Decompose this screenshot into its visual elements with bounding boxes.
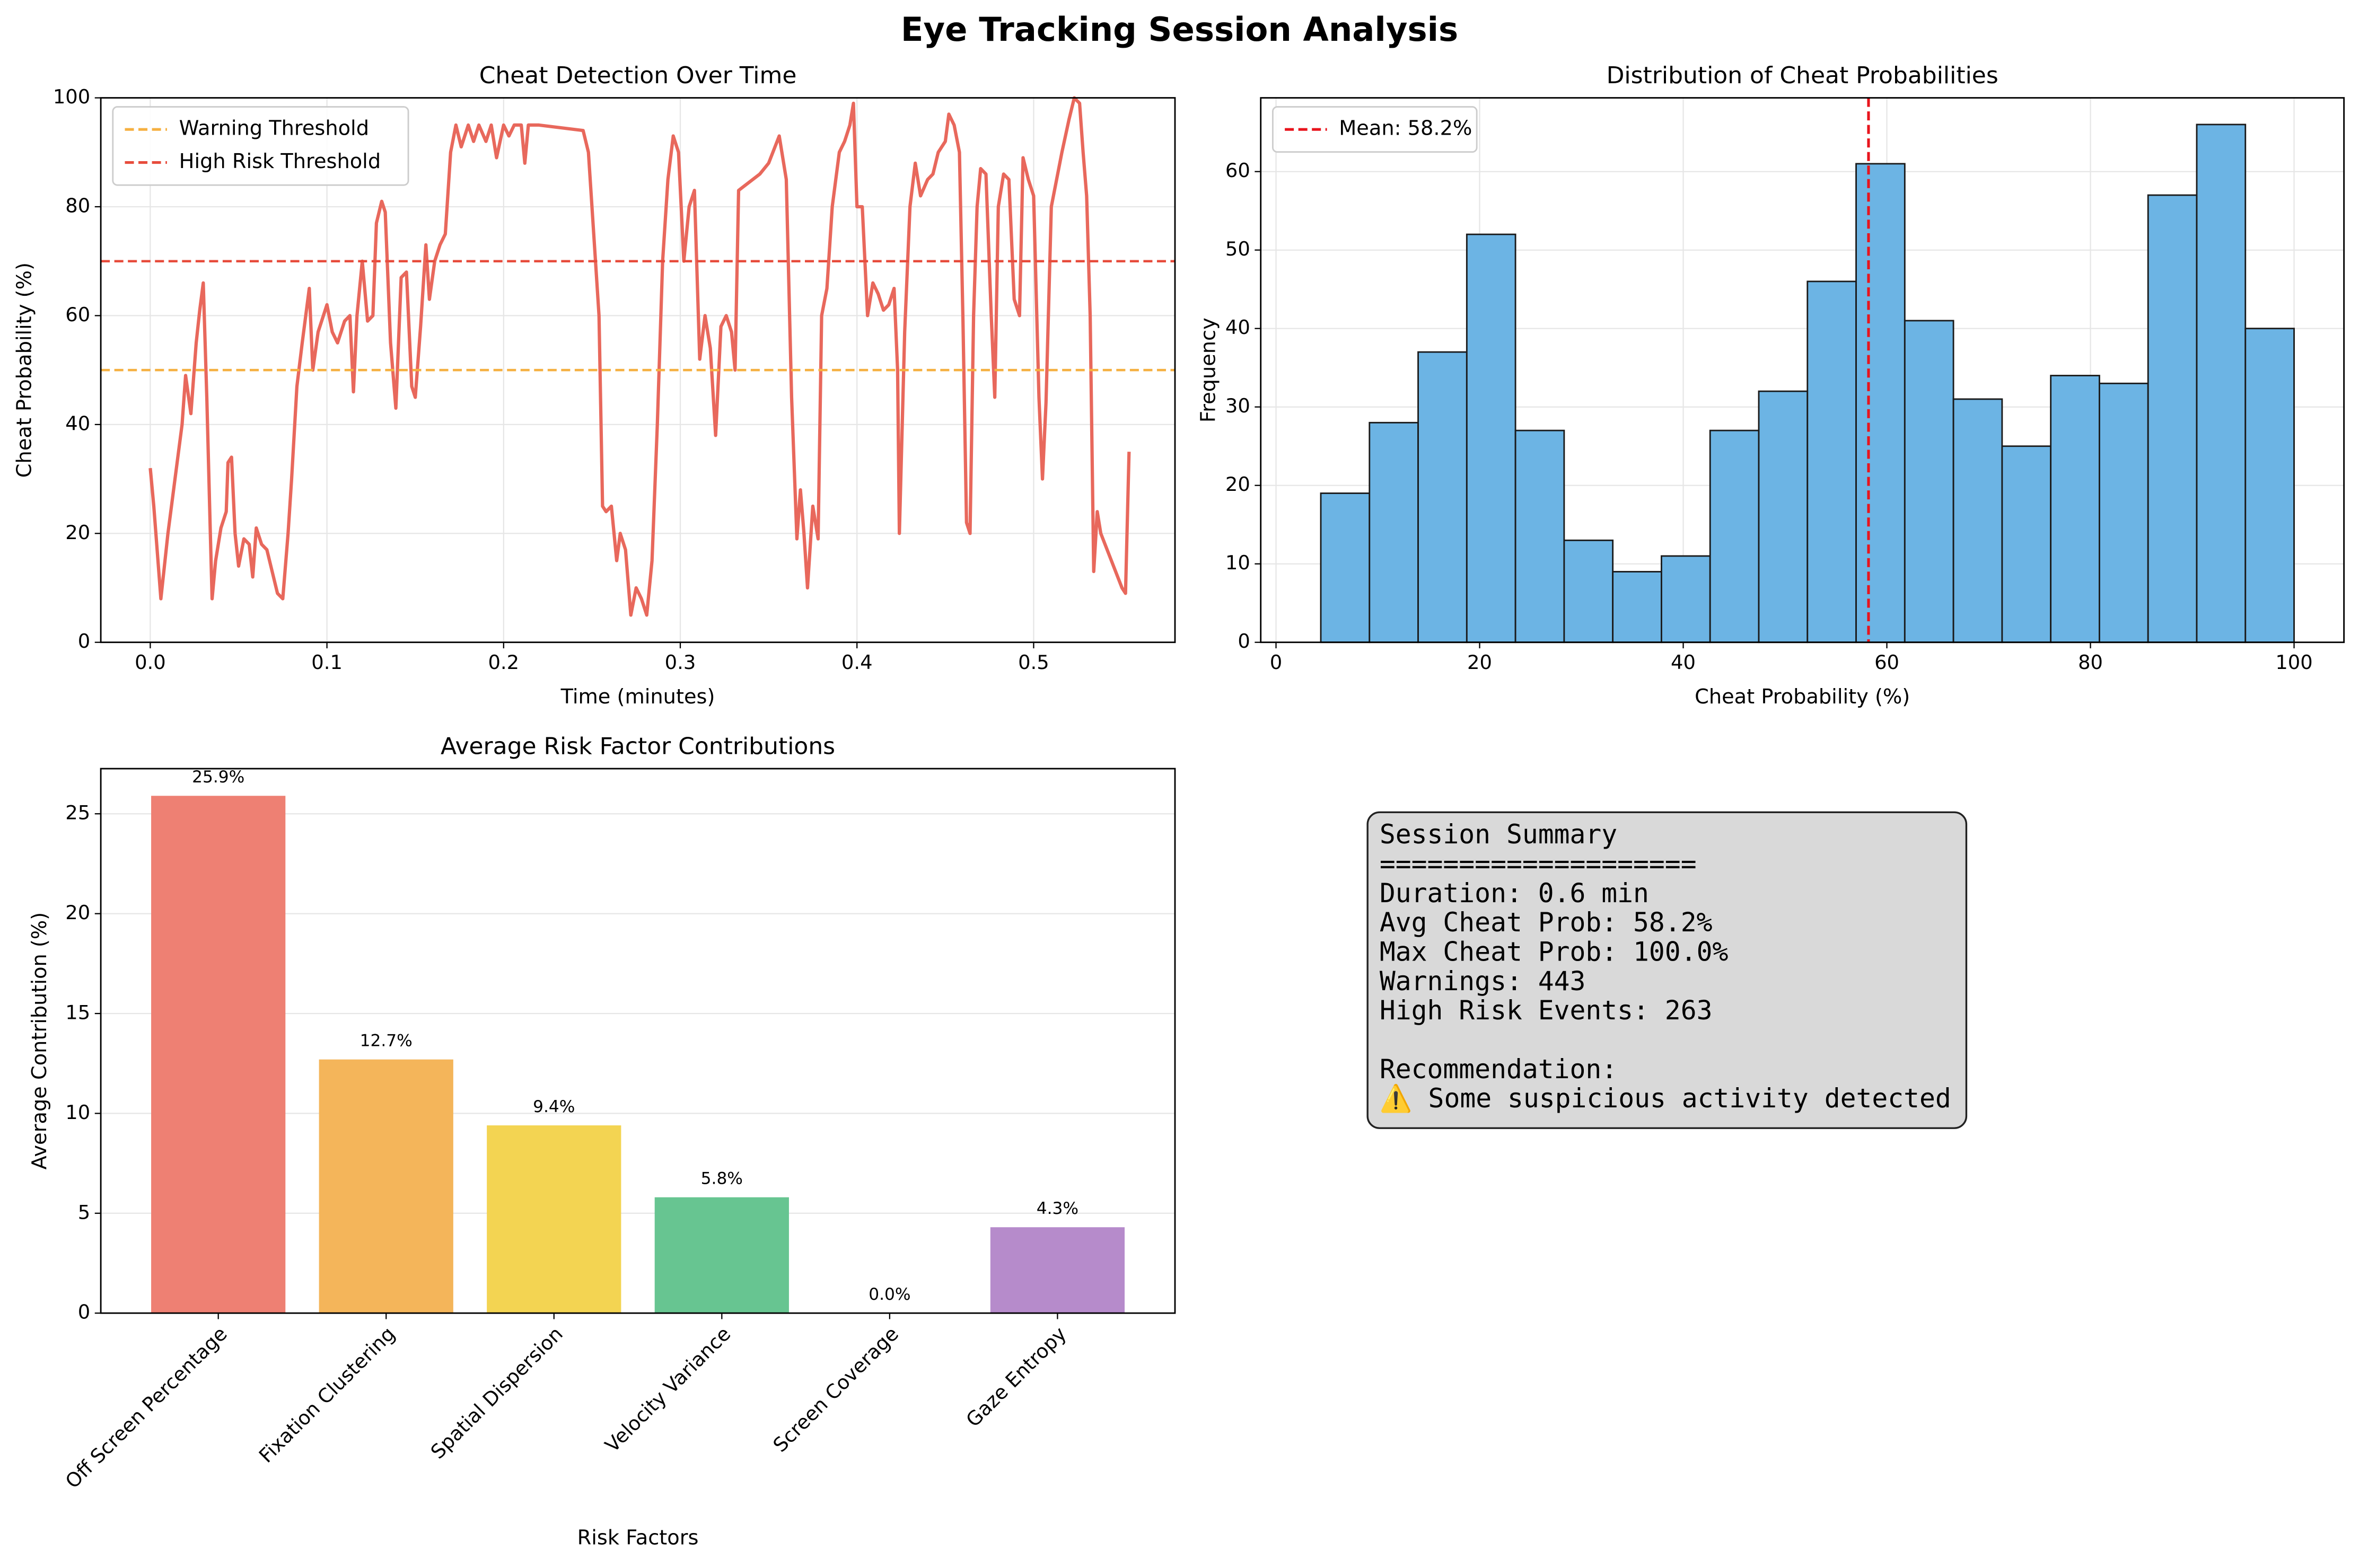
x-tick-label: 0	[1270, 651, 1282, 674]
bar	[319, 1059, 453, 1314]
summary-text: ====================	[1380, 849, 1697, 879]
summary-box	[1366, 811, 1968, 1129]
histogram-bar	[1514, 429, 1565, 644]
histogram-bar	[1855, 163, 1906, 644]
chart-title: Distribution of Cheat Probabilities	[1607, 62, 1998, 89]
histogram-bar	[1661, 555, 1711, 644]
bar	[151, 796, 286, 1314]
histogram-bar	[2244, 328, 2295, 644]
legend-box	[1271, 106, 1478, 153]
figure-title: Eye Tracking Session Analysis	[901, 10, 1458, 49]
histogram-bar	[1758, 390, 1809, 644]
histogram-bar	[1417, 351, 1468, 644]
chart-title: Average Risk Factor Contributions	[441, 733, 835, 760]
histogram-bar	[1806, 280, 1857, 644]
x-tick-label: 0.4	[841, 651, 873, 674]
histogram-bar	[2147, 194, 2198, 644]
histogram-bar	[1369, 421, 1419, 644]
value-label: 9.4%	[533, 1097, 575, 1116]
x-tick-label: 0.3	[665, 651, 696, 674]
summary-text: Session Summary	[1380, 819, 1617, 850]
y-tick-label: 15	[65, 1001, 90, 1024]
y-tick-label: 100	[53, 85, 90, 108]
histogram-bar	[1563, 539, 1614, 644]
x-axis-label: Risk Factors	[577, 1526, 699, 1549]
x-tick-label: 0.2	[488, 651, 519, 674]
bar	[487, 1125, 621, 1314]
value-label: 4.3%	[1037, 1199, 1078, 1218]
y-tick-label: 0	[78, 630, 90, 653]
axes-frame	[100, 97, 1176, 644]
legend-label: Mean: 58.2%	[1339, 117, 1472, 140]
x-tick-label: 0.5	[1018, 651, 1049, 674]
x-tick-label: 40	[1671, 651, 1696, 674]
histogram-bar	[2001, 445, 2052, 644]
x-tick-label: 80	[2078, 651, 2103, 674]
y-tick-label: 60	[65, 303, 90, 326]
histogram-bar	[1709, 429, 1760, 644]
y-tick-label: 25	[65, 801, 90, 824]
summary-text: High Risk Events: 263	[1380, 995, 1713, 1026]
y-tick-label: 50	[1225, 237, 1250, 260]
y-tick-label: 40	[65, 412, 90, 435]
chart-title: Cheat Detection Over Time	[479, 62, 797, 89]
x-tick-label: 100	[2275, 651, 2312, 674]
summary-text: Duration: 0.6 min	[1380, 878, 1649, 909]
y-tick-label: 5	[78, 1201, 90, 1223]
y-tick-label: 10	[65, 1101, 90, 1124]
y-axis-label: Frequency	[1197, 318, 1221, 422]
y-tick-label: 10	[1225, 551, 1250, 574]
histogram-bar	[1612, 571, 1662, 644]
bar	[654, 1197, 789, 1314]
legend-label: High Risk Threshold	[179, 149, 381, 173]
y-tick-label: 20	[1225, 473, 1250, 496]
x-tick-label: 20	[1467, 651, 1492, 674]
axes-frame	[100, 768, 1176, 1314]
y-tick-label: 0	[1238, 630, 1250, 653]
histogram-bar	[2050, 375, 2100, 644]
y-tick-label: 80	[65, 195, 90, 217]
histogram-bar	[2099, 382, 2149, 644]
value-label: 25.9%	[192, 768, 244, 787]
value-label: 5.8%	[701, 1169, 743, 1188]
summary-text: Max Cheat Prob: 100.0%	[1380, 937, 1729, 967]
legend-box	[112, 106, 409, 186]
x-axis-label: Time (minutes)	[560, 685, 715, 709]
histogram-bar	[2196, 124, 2247, 644]
axes-frame	[1260, 97, 2345, 644]
value-label: 12.7%	[360, 1032, 413, 1051]
histogram-bar	[1320, 492, 1371, 644]
y-tick-label: 60	[1225, 159, 1250, 182]
y-tick-label: 30	[1225, 394, 1250, 417]
y-tick-label: 20	[65, 901, 90, 924]
x-tick-label: 0.0	[135, 651, 166, 674]
x-tick-label: 0.1	[311, 651, 343, 674]
y-tick-label: 0	[78, 1301, 90, 1324]
y-axis-label: Average Contribution (%)	[28, 912, 51, 1170]
summary-text: Avg Cheat Prob: 58.2%	[1380, 907, 1713, 938]
summary-text: Recommendation:	[1380, 1054, 1617, 1085]
value-label: 0.0%	[869, 1285, 910, 1304]
x-axis-label: Cheat Probability (%)	[1695, 685, 1910, 709]
y-tick-label: 20	[65, 521, 90, 544]
bar	[990, 1227, 1125, 1314]
summary-text: Warnings: 443	[1380, 966, 1586, 997]
histogram-bar	[1904, 320, 1954, 644]
legend-label: Warning Threshold	[179, 117, 369, 140]
x-tick-label: 60	[1874, 651, 1899, 674]
y-tick-label: 40	[1225, 316, 1250, 339]
histogram-bar	[1466, 233, 1516, 644]
histogram-bar	[1952, 398, 2003, 644]
summary-text: ⚠️ Some suspicious activity detected	[1380, 1083, 1951, 1114]
y-axis-label: Cheat Probability (%)	[13, 262, 37, 478]
